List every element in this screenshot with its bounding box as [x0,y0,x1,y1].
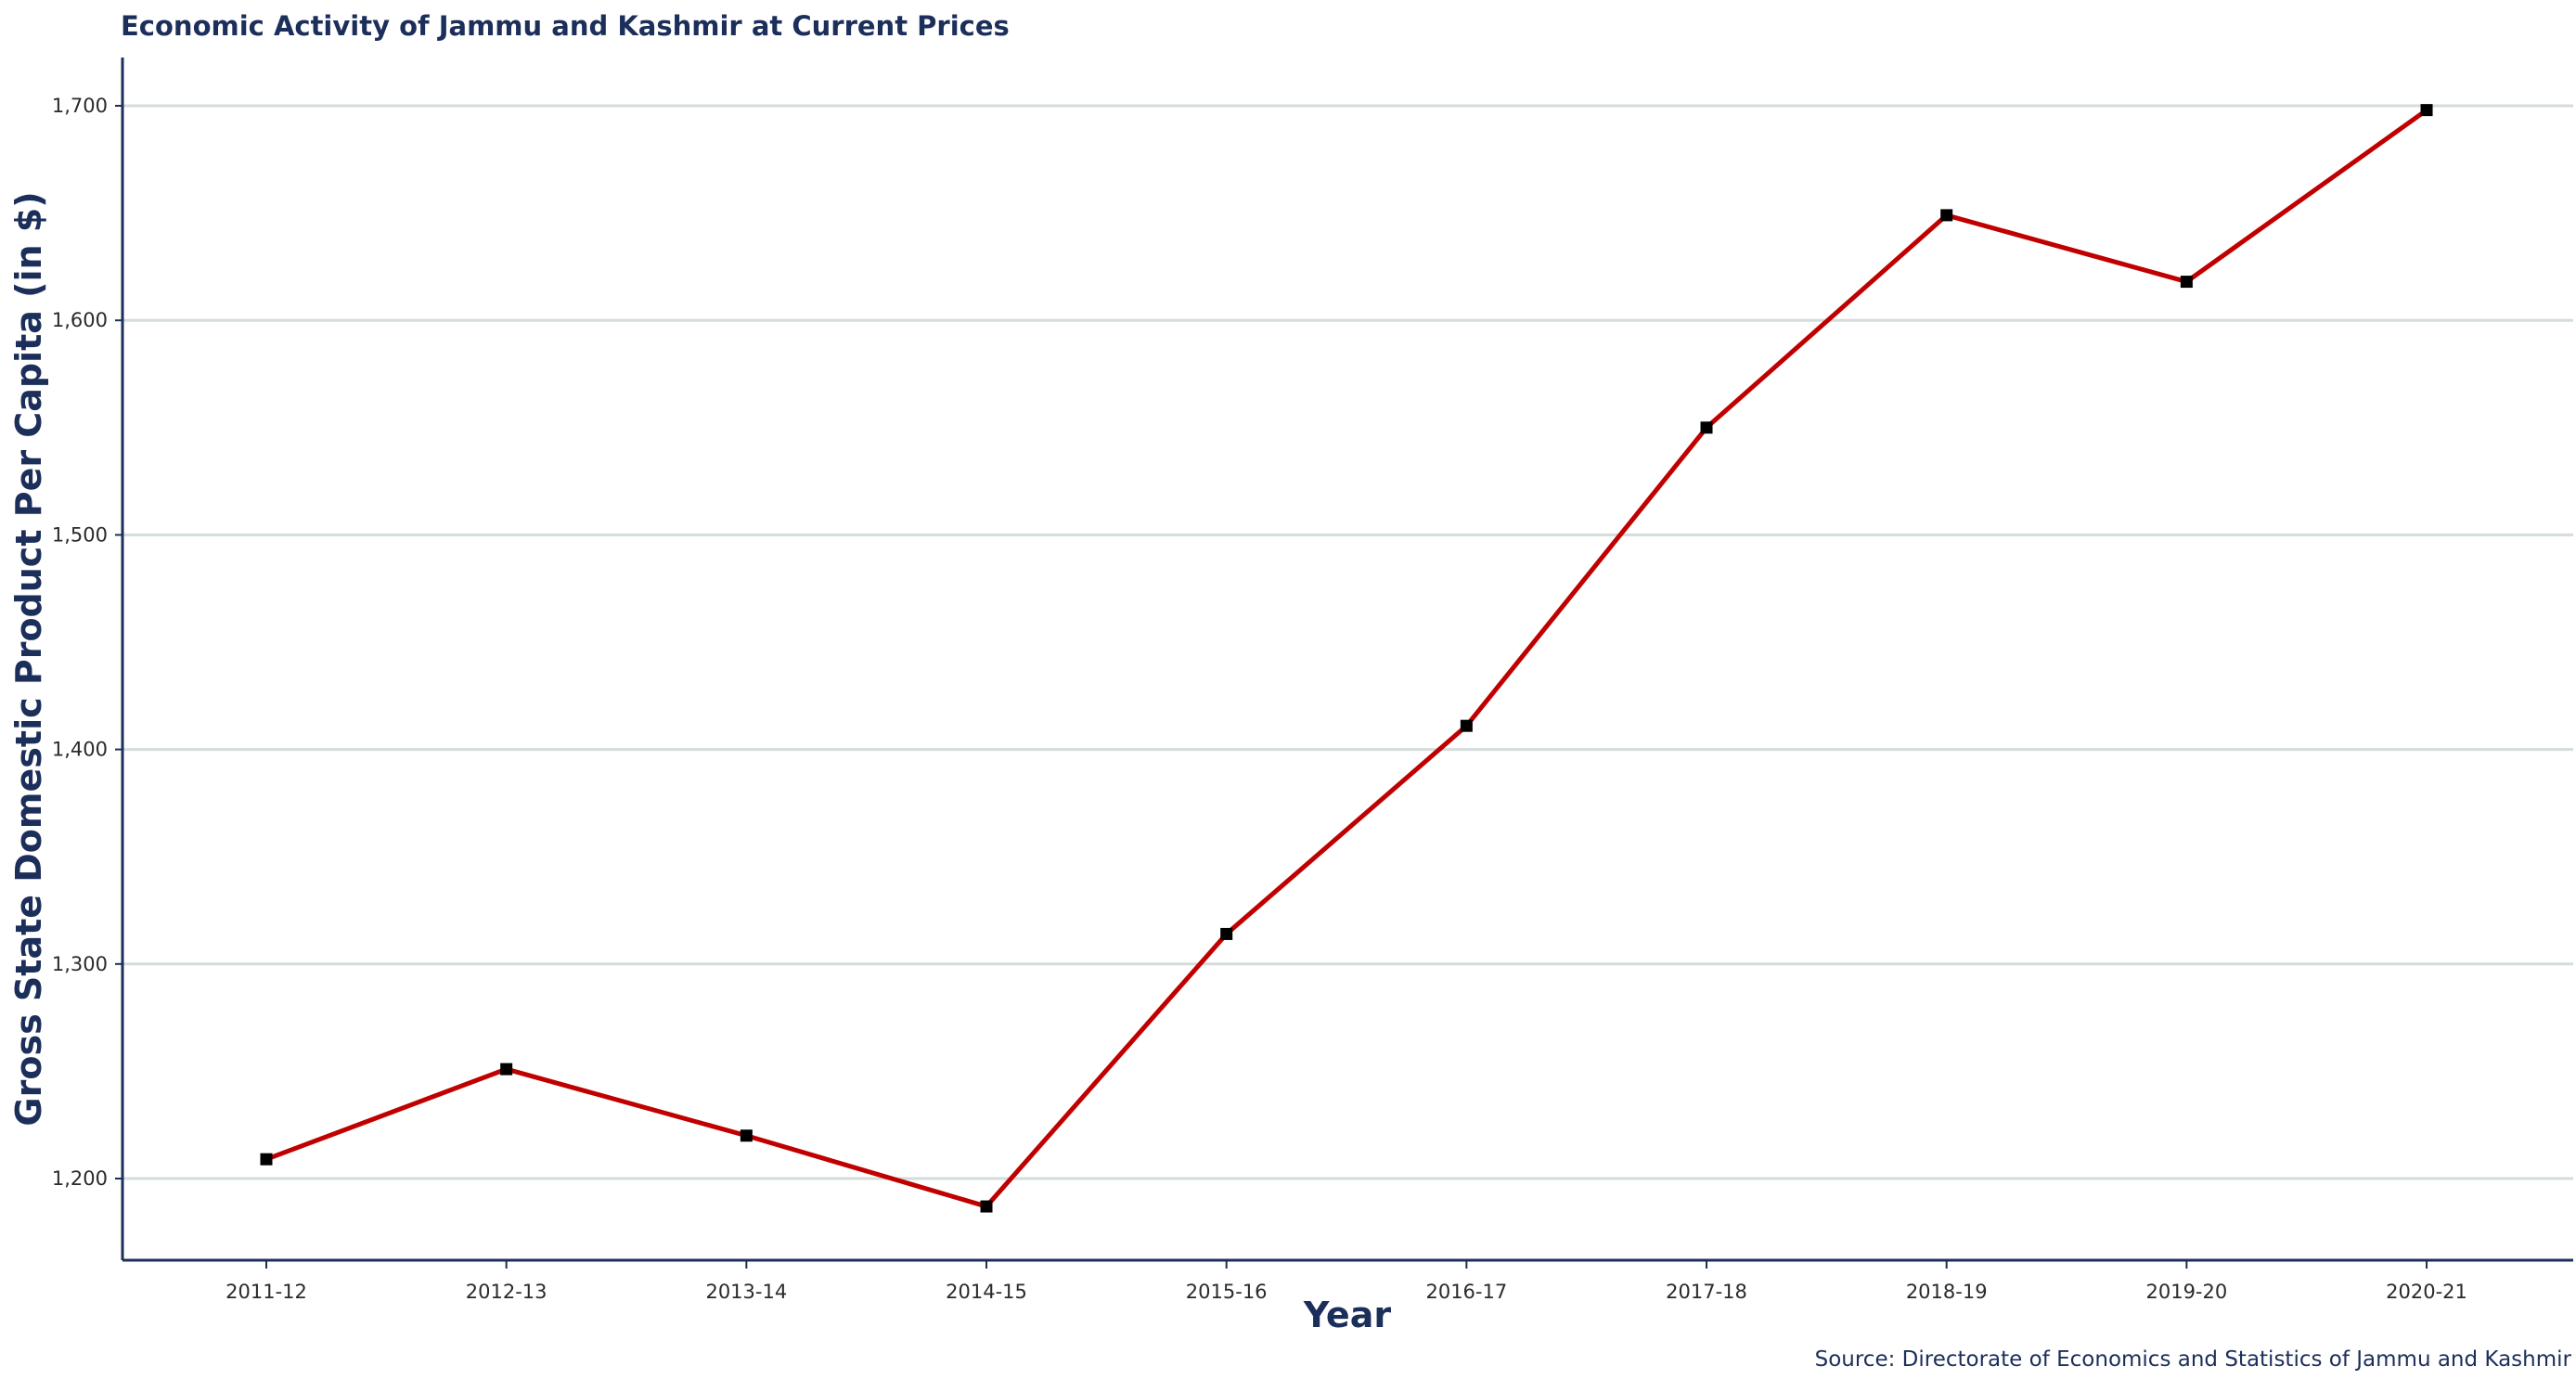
data-point [1460,719,1473,732]
y-tick-label: 1,200 [52,1167,108,1190]
x-tick-label: 2019-20 [2145,1281,2227,1303]
data-point [1220,927,1233,940]
data-point [980,1200,993,1213]
chart-title: Economic Activity of Jammu and Kashmir a… [121,10,1010,42]
y-tick-label: 1,600 [52,309,108,331]
data-point [500,1063,513,1076]
y-tick-label: 1,700 [52,95,108,117]
series-line [265,108,2428,1209]
source-note: Source: Directorate of Economics and Sta… [1815,1347,2572,1372]
y-axis-ticks: 1,200 1,300 1,400 1,500 1,600 1,700 [52,95,122,1190]
data-point [260,1153,273,1166]
x-tick-label: 2017-18 [1666,1281,1747,1303]
x-tick-label: 2016-17 [1425,1281,1507,1303]
x-tick-label: 2020-21 [2386,1281,2467,1303]
series-gsdp-per-capita [260,104,2433,1213]
data-point [1700,421,1713,434]
y-tick-label: 1,500 [52,523,108,546]
data-point [2420,104,2433,117]
x-axis-title: Year [1303,1295,1391,1335]
data-point [1940,209,1953,222]
x-tick-label: 2018-19 [1906,1281,1988,1303]
x-tick-label: 2011-12 [225,1281,307,1303]
y-tick-label: 1,400 [52,739,108,761]
x-tick-label: 2013-14 [705,1281,787,1303]
x-tick-label: 2014-15 [946,1281,1027,1303]
x-tick-label: 2012-13 [466,1281,547,1303]
data-point [2180,276,2193,289]
x-axis-ticks: 2011-12 2012-13 2013-14 2014-15 2015-16 2016-… [225,1260,2467,1303]
data-point [740,1129,753,1142]
y-axis-title: Gross State Domestic Product Per Capita … [8,191,49,1126]
y-tick-label: 1,300 [52,953,108,975]
x-tick-label: 2015-16 [1186,1281,1268,1303]
grid-lines [122,104,2573,1180]
